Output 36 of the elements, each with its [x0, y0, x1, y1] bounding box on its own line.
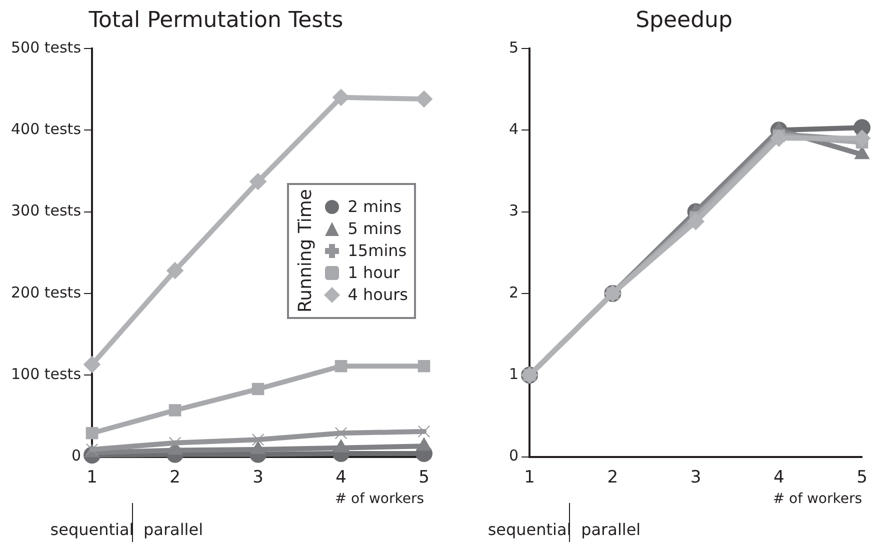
y-tick-label: 4	[508, 120, 519, 138]
legend-label: 5 mins	[348, 218, 402, 240]
y-tick-label: 5	[508, 38, 519, 56]
y-tick-label: 200 tests	[10, 283, 82, 302]
y-tick-label: 400 tests	[10, 120, 82, 138]
x-tick-label: 5	[418, 467, 430, 488]
y-tick-label: 500 tests	[10, 38, 82, 56]
y-tick-label: 0	[71, 446, 82, 465]
x-tick-label: 1	[524, 467, 535, 488]
x-tick-label: 2	[607, 467, 618, 488]
x-tick-label: 2	[170, 467, 180, 488]
text: parallel	[144, 520, 204, 539]
legend-title: Running Time	[294, 189, 316, 313]
y-tick-label: 0	[508, 446, 519, 465]
text: parallel	[581, 520, 641, 539]
text: sequential	[50, 520, 134, 539]
legend-label: 1 hour	[348, 262, 400, 284]
x-axis-title: # of workers	[334, 491, 424, 508]
y-tick-label: 300 tests	[10, 202, 82, 220]
y-tick-label: 2	[508, 283, 519, 302]
legend-label: 15mins	[348, 240, 407, 262]
y-tick-label: 100 tests	[10, 365, 82, 384]
y-tick-label: 3	[508, 202, 519, 220]
x-tick-label: 1	[86, 467, 98, 488]
legend-label: 4 hours	[348, 284, 408, 306]
chart-title: Speedup	[636, 8, 732, 33]
x-tick-label: 5	[856, 467, 868, 488]
chart-title: Total Permutation Tests	[88, 8, 344, 33]
y-tick-label: 1	[508, 365, 519, 384]
x-tick-label: 3	[252, 467, 264, 488]
text: sequential	[488, 520, 572, 539]
x-axis-title: # of workers	[772, 491, 862, 508]
x-tick-label: 4	[336, 467, 346, 488]
x-tick-label: 4	[773, 467, 784, 488]
x-tick-label: 3	[690, 467, 702, 488]
legend-label: 2 mins	[348, 196, 402, 218]
